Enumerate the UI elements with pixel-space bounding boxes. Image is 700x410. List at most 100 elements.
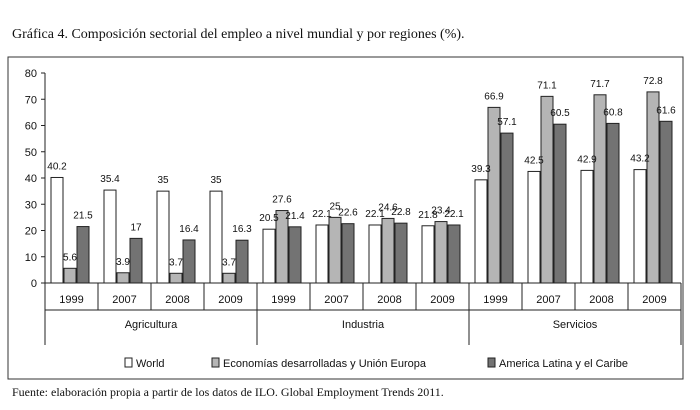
data-label: 60.5 <box>550 108 570 119</box>
data-label: 16.4 <box>179 224 199 235</box>
bar <box>341 223 355 284</box>
data-label: 16.3 <box>232 224 252 235</box>
data-label: 23.4 <box>431 206 451 217</box>
data-label: 17 <box>130 222 142 233</box>
bar <box>527 170 541 284</box>
legend-label: World <box>136 358 165 370</box>
bar <box>275 210 289 284</box>
data-label: 71.7 <box>590 79 610 90</box>
bar <box>116 272 130 284</box>
x-group-label: Servicios <box>553 319 598 331</box>
data-label: 43.2 <box>630 154 650 165</box>
bar <box>593 94 607 284</box>
source-note: Fuente: elaboración propia a partir de l… <box>12 385 444 399</box>
x-tick-label: 2008 <box>589 294 613 306</box>
y-tick-label: 30 <box>25 199 37 211</box>
data-label: 39.3 <box>471 164 491 175</box>
x-tick-label: 2009 <box>642 294 666 306</box>
data-label: 3.7 <box>222 257 236 268</box>
bar <box>76 226 90 284</box>
legend-swatch <box>211 357 220 368</box>
bar <box>421 225 435 284</box>
bar <box>659 120 673 284</box>
y-tick-label: 20 <box>25 226 37 238</box>
bar <box>156 190 170 284</box>
legend: World Economías desarrolladas y Unión Eur… <box>124 357 628 370</box>
bar <box>553 123 567 284</box>
y-tick-label: 50 <box>25 147 37 159</box>
bar <box>129 237 143 284</box>
data-label: 20.5 <box>259 213 279 224</box>
data-label: 72.8 <box>643 76 663 87</box>
legend-swatch <box>124 357 133 368</box>
data-label: 21.8 <box>418 210 438 221</box>
data-label: 22.1 <box>312 209 332 220</box>
plot-frame <box>7 56 684 380</box>
bar <box>222 272 236 284</box>
legend-swatch <box>487 357 496 368</box>
data-label: 57.1 <box>497 117 517 128</box>
axis-layer: 0 10 20 30 40 50 60 70 80 1999 2007 2008 2009 Agricul… <box>25 68 682 345</box>
data-label: 24.6 <box>378 202 398 213</box>
bar <box>633 169 647 284</box>
chart-title: Gráfica 4. Composición sectorial del emp… <box>12 27 465 42</box>
bar <box>50 176 64 284</box>
data-label: 3.9 <box>116 257 130 268</box>
bar <box>169 272 183 284</box>
legend-label: America Latina y el Caribe <box>499 358 628 370</box>
data-label: 21.5 <box>73 211 93 222</box>
y-tick-label: 70 <box>25 94 37 106</box>
data-label: 5.6 <box>63 252 77 263</box>
x-tick-label: 2007 <box>324 294 348 306</box>
x-group-label: Industria <box>342 319 385 331</box>
bar <box>394 222 408 284</box>
data-label: 42.9 <box>577 154 597 165</box>
data-label: 22.8 <box>391 207 411 218</box>
x-tick-label: 1999 <box>59 294 83 306</box>
x-tick-label: 1999 <box>483 294 507 306</box>
data-label: 71.1 <box>537 80 557 91</box>
label-layer: 40.2 35.4 35 35 20.5 22.1 22.1 21.8 39.3 42.5 42.9… <box>47 76 676 268</box>
bar <box>328 216 342 284</box>
data-label: 35 <box>210 175 222 186</box>
bar <box>63 267 77 284</box>
data-label: 27.6 <box>272 195 292 206</box>
data-label: 25 <box>329 201 341 212</box>
bar <box>500 132 514 284</box>
bar <box>182 239 196 284</box>
data-label: 40.2 <box>47 161 67 172</box>
bar <box>315 224 329 284</box>
data-label: 3.7 <box>169 257 183 268</box>
bar <box>381 217 395 284</box>
data-label: 42.5 <box>524 155 544 166</box>
bar <box>540 95 554 284</box>
data-label: 35.4 <box>100 174 120 185</box>
bar <box>262 228 276 284</box>
y-tick-label: 60 <box>25 121 37 133</box>
chart-svg: 0 10 20 30 40 50 60 70 80 1999 2007 2008 2009 Agricul… <box>7 56 684 380</box>
y-tick-label: 80 <box>25 68 37 80</box>
data-label: 66.9 <box>484 91 504 102</box>
bar <box>103 189 117 284</box>
bar <box>434 221 448 284</box>
bar <box>646 91 660 284</box>
x-tick-label: 2009 <box>430 294 454 306</box>
x-tick-label: 2009 <box>218 294 242 306</box>
x-tick-label: 2008 <box>377 294 401 306</box>
bar <box>288 226 302 284</box>
legend-label: Economías desarrolladas y Unión Europa <box>223 358 427 370</box>
data-label: 22.1 <box>365 209 385 220</box>
x-tick-label: 1999 <box>271 294 295 306</box>
data-label: 61.6 <box>656 105 676 116</box>
data-label: 22.1 <box>444 209 464 220</box>
bar <box>368 224 382 284</box>
data-label: 22.6 <box>338 208 358 219</box>
bar <box>235 239 249 284</box>
data-label: 21.4 <box>285 211 305 222</box>
bar <box>209 190 223 284</box>
y-tick-label: 0 <box>31 278 37 290</box>
bar <box>487 106 501 284</box>
bar <box>606 122 620 284</box>
y-tick-label: 10 <box>25 252 37 264</box>
x-tick-label: 2007 <box>536 294 560 306</box>
